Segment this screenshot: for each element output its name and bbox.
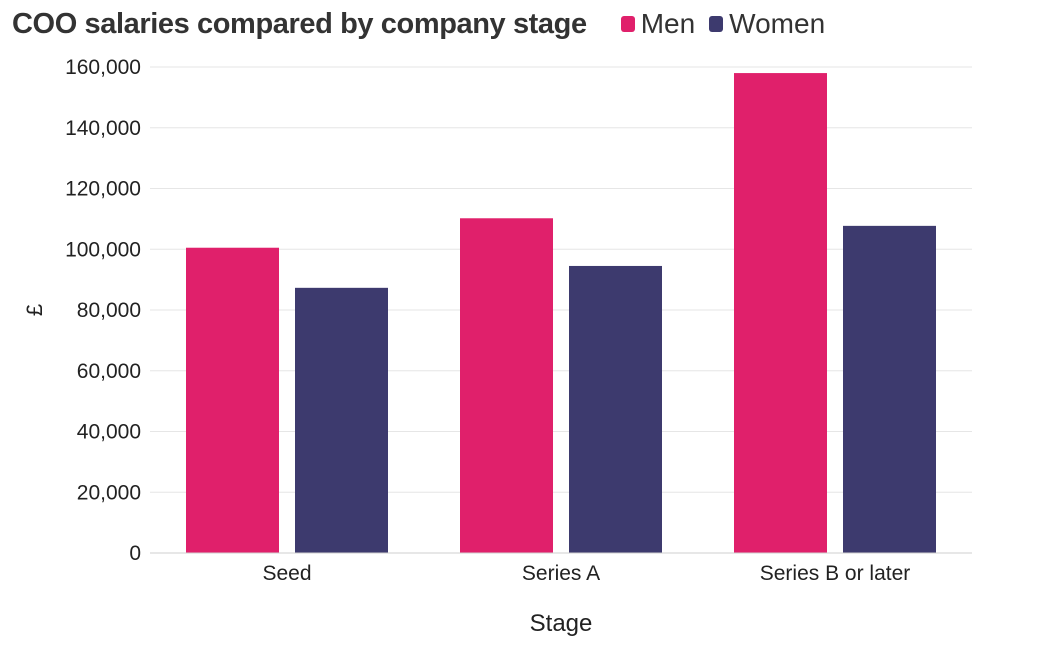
bar-men-2[interactable] xyxy=(460,218,553,553)
y-tick-label: 140,000 xyxy=(65,117,141,140)
legend-swatch-women xyxy=(709,16,724,32)
x-tick-label: Series B or later xyxy=(760,562,911,585)
x-axis-ticks: Seed Series A Series B or later xyxy=(262,562,910,585)
chart-title: COO salaries compared by company stage xyxy=(12,7,587,40)
bar-men-1[interactable] xyxy=(186,247,279,553)
y-tick-label: 20,000 xyxy=(77,481,141,504)
bars xyxy=(186,73,936,553)
y-tick-label: 40,000 xyxy=(77,421,141,444)
y-tick-label: 100,000 xyxy=(65,238,141,261)
bar-men-3[interactable] xyxy=(734,73,827,553)
x-axis-label: Stage xyxy=(530,610,593,637)
bar-women-1[interactable] xyxy=(295,287,388,553)
y-axis-label: £ xyxy=(22,304,47,316)
y-tick-label: 80,000 xyxy=(77,299,141,322)
y-tick-label: 160,000 xyxy=(65,56,141,79)
legend-item-men[interactable]: Men xyxy=(620,8,696,40)
legend-label-women: Women xyxy=(729,8,826,39)
y-axis-ticks: 0 20,000 40,000 60,000 80,000 100,000 120,000 1… xyxy=(65,56,141,565)
bar-women-3[interactable] xyxy=(843,225,936,553)
y-tick-label: 60,000 xyxy=(77,360,141,383)
chart-header: COO salaries compared by company stage M… xyxy=(12,4,839,44)
bar-women-2[interactable] xyxy=(569,265,662,553)
legend-label-men: Men xyxy=(640,8,696,39)
grid-lines xyxy=(150,66,972,493)
x-tick-label: Series A xyxy=(522,562,600,585)
legend-swatch-men xyxy=(620,16,635,32)
legend-item-women[interactable]: Women xyxy=(709,8,825,40)
x-tick-label: Seed xyxy=(262,562,311,585)
y-tick-label: 120,000 xyxy=(65,178,141,201)
legend: Men Women xyxy=(620,8,839,40)
y-tick-label: 0 xyxy=(129,542,141,565)
